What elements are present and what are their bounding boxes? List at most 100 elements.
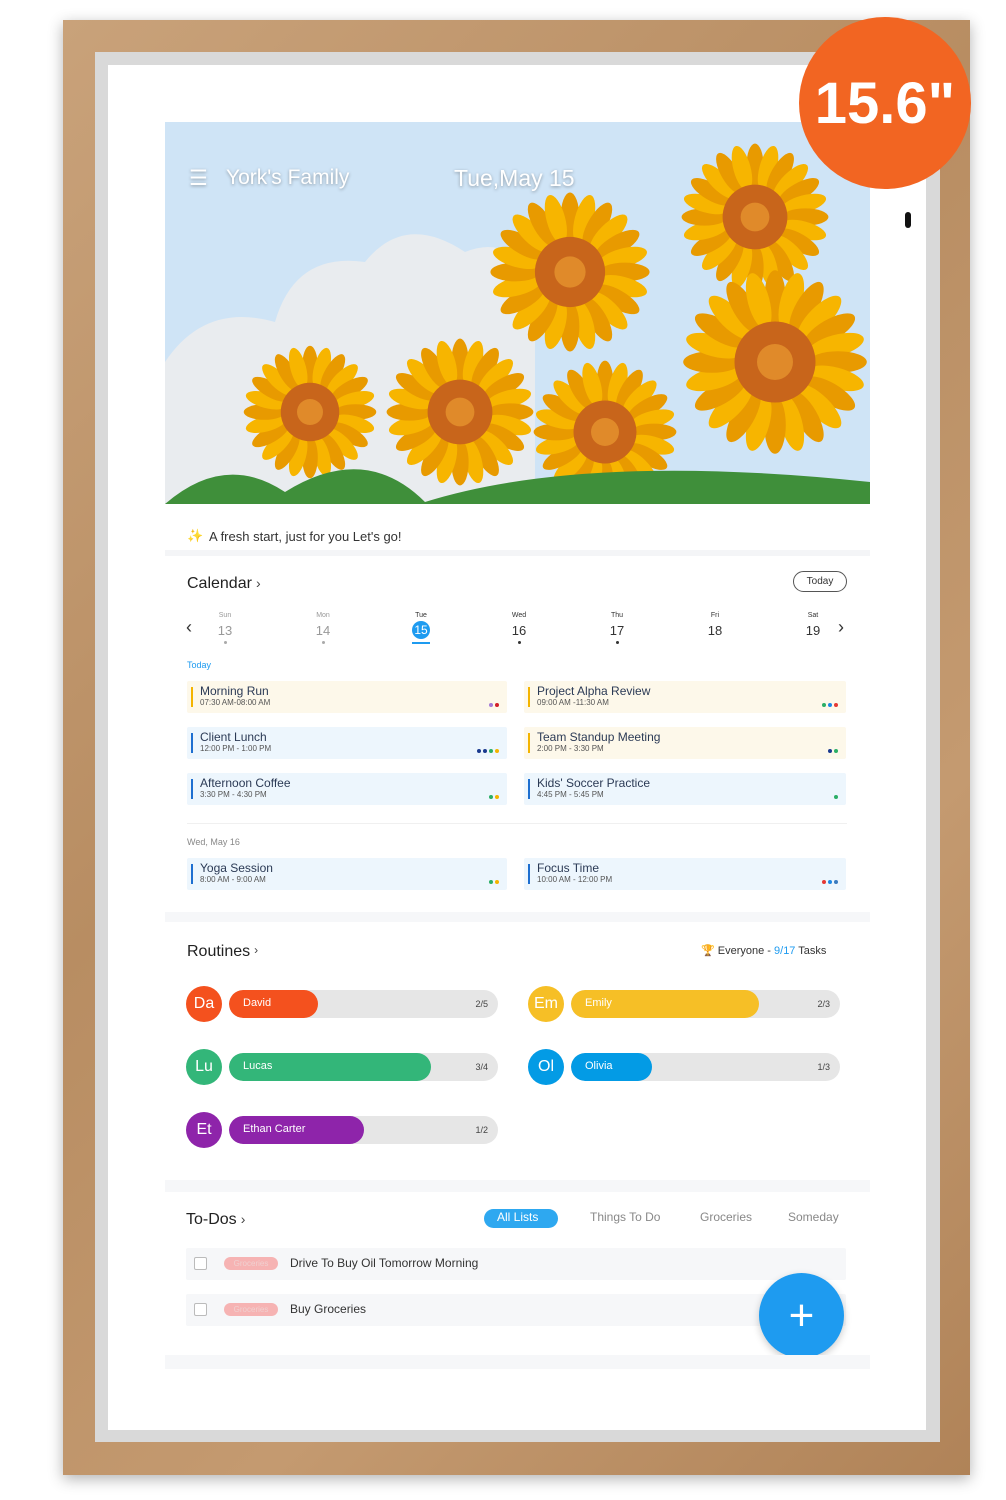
- day-number: 13: [217, 623, 233, 638]
- progress-bar: David 2/5: [229, 990, 498, 1018]
- event-time: 09:00 AM -11:30 AM: [537, 698, 609, 707]
- person-name: Emily: [585, 997, 612, 1009]
- routine-emily[interactable]: Em Emily 2/3: [528, 986, 841, 1024]
- next-day-label: Wed, May 16: [187, 837, 240, 847]
- attendee-dot: [822, 703, 826, 707]
- tab-someday[interactable]: Someday: [788, 1210, 839, 1224]
- progress-fill: [229, 1116, 364, 1144]
- attendee-dot: [495, 880, 499, 884]
- progress-bar: Olivia 1/3: [571, 1053, 840, 1081]
- day-tue[interactable]: Tue 15: [391, 612, 451, 644]
- today-button[interactable]: Today: [793, 571, 847, 592]
- attendee-dot: [495, 749, 499, 753]
- todo-item[interactable]: Groceries Drive To Buy Oil Tomorrow Morni…: [186, 1248, 846, 1280]
- event-card[interactable]: Kids' Soccer Practice 4:45 PM - 5:45 PM: [524, 773, 846, 805]
- event-time: 10:00 AM - 12:00 PM: [537, 875, 613, 884]
- day-mon[interactable]: Mon 14: [293, 612, 353, 644]
- list-tag: Groceries: [224, 1303, 278, 1316]
- task-count: 2/5: [475, 999, 488, 1009]
- attendee-dots: [489, 880, 499, 884]
- tab-things-to-do[interactable]: Things To Do: [590, 1210, 661, 1224]
- attendee-dot: [828, 880, 832, 884]
- attendee-dot: [828, 703, 832, 707]
- tab-all-lists[interactable]: All Lists: [497, 1210, 539, 1224]
- attendee-dot: [495, 703, 499, 707]
- event-card[interactable]: Team Standup Meeting 2:00 PM - 3:30 PM: [524, 727, 846, 759]
- day-number: 17: [609, 623, 625, 638]
- progress-fill: [229, 990, 318, 1018]
- todo-checkbox[interactable]: [194, 1303, 207, 1316]
- routine-david[interactable]: Da David 2/5: [186, 986, 499, 1024]
- routine-olivia[interactable]: Ol Olivia 1/3: [528, 1049, 841, 1087]
- attendee-dots: [489, 795, 499, 799]
- avatar: Et: [186, 1112, 222, 1148]
- event-card[interactable]: Morning Run 07:30 AM-08:00 AM: [187, 681, 507, 713]
- today-label: Today: [187, 660, 212, 670]
- size-badge: 15.6": [799, 17, 971, 189]
- sunflower: [683, 270, 867, 454]
- chevron-right-icon: ›: [255, 575, 261, 591]
- todo-item[interactable]: Groceries Buy Groceries: [186, 1294, 846, 1326]
- event-card[interactable]: Focus Time 10:00 AM - 12:00 PM: [524, 858, 846, 890]
- day-fri[interactable]: Fri 18: [685, 612, 745, 638]
- day-name: Mon: [316, 612, 330, 619]
- everyone-summary[interactable]: 🏆 Everyone - 9/17 Tasks: [701, 945, 827, 957]
- person-name: Ethan Carter: [243, 1123, 306, 1135]
- todos-title[interactable]: To-Dos ›: [186, 1211, 246, 1228]
- routine-ethan-carter[interactable]: Et Ethan Carter 1/2: [186, 1112, 499, 1150]
- next-week-icon[interactable]: ›: [838, 617, 844, 637]
- day-name: Tue: [415, 612, 427, 619]
- routine-lucas[interactable]: Lu Lucas 3/4: [186, 1049, 499, 1087]
- day-sat[interactable]: Sat 19: [783, 612, 843, 638]
- trophy-icon: 🏆: [701, 945, 715, 957]
- family-name[interactable]: York's Family: [226, 166, 350, 189]
- day-sun[interactable]: Sun 13: [195, 612, 255, 644]
- event-title: Kids' Soccer Practice: [537, 776, 650, 790]
- person-name: Lucas: [243, 1060, 273, 1072]
- sunflower-illustration: [165, 122, 870, 504]
- todo-checkbox[interactable]: [194, 1257, 207, 1270]
- day-number: 16: [511, 623, 527, 638]
- day-thu[interactable]: Thu 17: [587, 612, 647, 644]
- attendee-dot: [834, 795, 838, 799]
- event-card[interactable]: Project Alpha Review 09:00 AM -11:30 AM: [524, 681, 846, 713]
- event-time: 8:00 AM - 9:00 AM: [200, 875, 266, 884]
- event-card[interactable]: Yoga Session 8:00 AM - 9:00 AM: [187, 858, 507, 890]
- event-dot: [321, 641, 325, 644]
- greeting: A fresh start, just for you Let's go!: [209, 529, 402, 544]
- progress-fill: [571, 990, 760, 1018]
- day-number: 14: [315, 623, 331, 638]
- day-wed[interactable]: Wed 16: [489, 612, 549, 644]
- event-title: Afternoon Coffee: [200, 776, 291, 790]
- attendee-dot: [489, 880, 493, 884]
- add-todo-button[interactable]: +: [759, 1273, 844, 1358]
- prev-week-icon[interactable]: ‹: [186, 617, 192, 637]
- attendee-dot: [834, 749, 838, 753]
- todo-text: Buy Groceries: [290, 1302, 367, 1316]
- progress-fill: [229, 1053, 431, 1081]
- routines-title[interactable]: Routines ›: [187, 943, 259, 960]
- attendee-dots: [489, 703, 499, 707]
- menu-icon[interactable]: ☰: [189, 167, 208, 190]
- attendee-dots: [822, 880, 838, 884]
- avatar: Lu: [186, 1049, 222, 1085]
- selected-underline: [412, 642, 430, 644]
- chevron-right-icon: ›: [240, 1211, 246, 1227]
- event-time: 07:30 AM-08:00 AM: [200, 698, 271, 707]
- day-name: Fri: [710, 612, 720, 619]
- calendar-title[interactable]: Calendar ›: [187, 575, 261, 592]
- progress-bar: Ethan Carter 1/2: [229, 1116, 498, 1144]
- header-image: [165, 122, 870, 504]
- event-card[interactable]: Client Lunch 12:00 PM - 1:00 PM: [187, 727, 507, 759]
- event-title: Yoga Session: [200, 861, 273, 875]
- event-card[interactable]: Afternoon Coffee 3:30 PM - 4:30 PM: [187, 773, 507, 805]
- tab-groceries[interactable]: Groceries: [700, 1210, 753, 1224]
- header-date: Tue,May 15: [454, 165, 575, 191]
- attendee-dot: [834, 703, 838, 707]
- attendee-dots: [822, 703, 838, 707]
- sunflower: [386, 338, 534, 486]
- avatar: Em: [528, 986, 564, 1022]
- chevron-right-icon: ›: [254, 943, 259, 957]
- day-number: 19: [805, 623, 821, 638]
- event-dot: [517, 641, 521, 644]
